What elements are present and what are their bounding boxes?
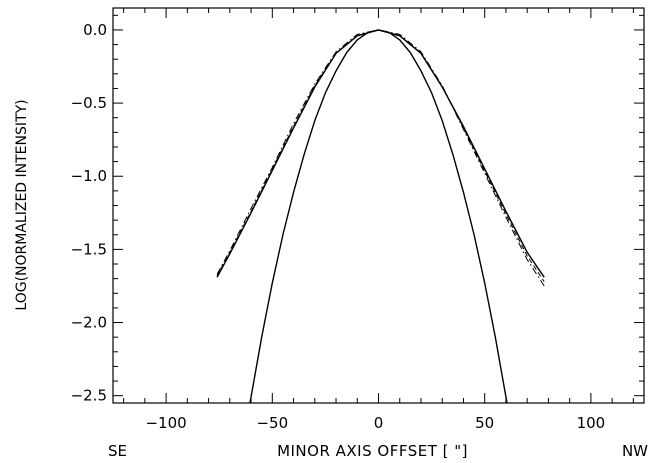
series-line-3 [216, 29, 545, 282]
y-tick-label: −2.0 [71, 314, 107, 332]
y-tick-label: −1.0 [71, 167, 107, 185]
axis-labels: MINOR AXIS OFFSET [ "] SE NW LOG(NORMALI… [14, 99, 648, 460]
series-group [216, 29, 545, 403]
axis-ticks: −100 −50 0 50 100 0.0 −0.5 −1.0 −1.5 −2.0 −2.5 [71, 8, 644, 432]
x-axis-right-label: NW [622, 442, 648, 460]
y-tick-label: −0.5 [71, 94, 107, 112]
x-axis-label: MINOR AXIS OFFSET [ "] [277, 442, 468, 460]
series-line-4 [249, 29, 508, 403]
series-line-1 [216, 29, 545, 278]
x-tick-label: −100 [145, 414, 186, 432]
y-tick-label: 0.0 [83, 21, 107, 39]
x-axis-left-label: SE [108, 442, 127, 460]
y-tick-label: −1.5 [71, 240, 107, 258]
x-tick-label: 50 [475, 414, 494, 432]
x-tick-label: 0 [374, 414, 384, 432]
y-tick-label: −2.5 [71, 387, 107, 405]
x-tick-label: 100 [577, 414, 606, 432]
x-tick-label: −50 [256, 414, 288, 432]
series-line-2 [216, 29, 545, 287]
plot-frame [112, 7, 645, 404]
y-axis-label: LOG(NORMALIZED INTENSITY) [14, 99, 30, 310]
